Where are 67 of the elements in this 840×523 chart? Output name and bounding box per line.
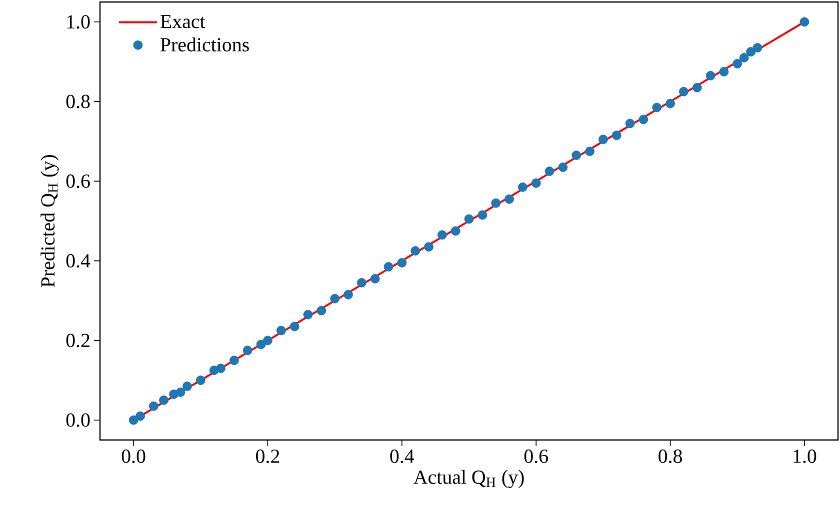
point [800, 17, 810, 27]
point [290, 322, 300, 332]
point [330, 294, 340, 304]
point [196, 376, 206, 385]
point [344, 290, 353, 300]
point [176, 388, 186, 397]
legend-label: Predictions [160, 37, 249, 52]
point [136, 411, 145, 421]
x-tick-label: 0.6 [524, 450, 548, 464]
x-tick-label: 1.0 [794, 450, 816, 464]
point [746, 47, 756, 56]
point [739, 53, 749, 62]
point [229, 356, 239, 366]
point [303, 310, 313, 320]
point [478, 210, 488, 220]
point [397, 258, 407, 268]
y-tick-label: 0.4 [66, 254, 90, 268]
point [316, 306, 326, 316]
point [518, 182, 528, 192]
legend-label: Exact [160, 14, 206, 28]
point [216, 364, 226, 374]
point [491, 198, 501, 208]
point [572, 150, 582, 160]
point [370, 274, 380, 284]
point [356, 278, 366, 288]
point [544, 166, 554, 176]
y-tick-label: 0.0 [66, 413, 90, 427]
x-tick-label: 0.4 [390, 450, 414, 464]
x-tick-label: 0.8 [658, 450, 682, 464]
point [719, 66, 729, 76]
point [437, 230, 447, 240]
point [464, 214, 474, 224]
point [752, 43, 762, 52]
point [531, 178, 541, 188]
point [242, 346, 252, 356]
point [612, 130, 622, 140]
point [666, 98, 675, 108]
point [410, 246, 420, 256]
point [128, 415, 138, 425]
point [263, 336, 272, 346]
point [585, 146, 594, 156]
point [692, 82, 702, 92]
point [450, 226, 460, 236]
point [159, 395, 168, 405]
point [384, 262, 394, 272]
point [558, 162, 568, 172]
x-axis-title: Actual Q$_{H}$ (y) [414, 470, 524, 488]
y-tick-label: 0.8 [66, 94, 90, 108]
point [182, 382, 192, 391]
point [732, 59, 742, 68]
point [706, 70, 716, 80]
y-tick-label: 0.6 [66, 174, 90, 188]
point [424, 242, 434, 252]
x-tick-label: 0.2 [256, 450, 280, 464]
x-tick-label: 0.0 [122, 450, 146, 464]
y-axis-title: Predicted Q$_{H}$ (y) [40, 155, 59, 288]
point [625, 118, 635, 128]
point [256, 340, 266, 350]
point [598, 134, 608, 144]
point [638, 114, 648, 124]
point [504, 194, 514, 204]
y-tick-label: 1.0 [67, 15, 90, 29]
y-tick-label: 0.2 [66, 334, 90, 348]
point [652, 102, 662, 112]
point [679, 86, 688, 96]
point [148, 401, 158, 411]
point [276, 326, 286, 336]
